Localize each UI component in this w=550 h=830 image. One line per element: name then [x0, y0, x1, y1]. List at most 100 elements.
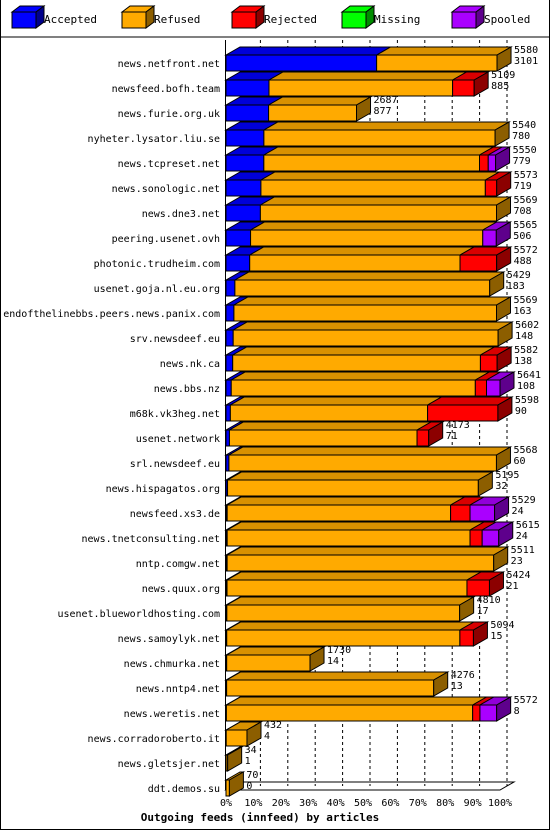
value-label-offered: 4810 [477, 595, 501, 606]
value-label-accepted: 108 [517, 381, 535, 392]
bar-end-side [494, 121, 510, 147]
value-label-accepted: 71 [446, 431, 458, 442]
value-label-offered: 5615 [516, 520, 540, 531]
bar-segment-top-refused [225, 546, 510, 556]
bar-end-side [495, 146, 511, 172]
row-label: news.nk.ca [160, 359, 220, 370]
row-label: usenet.goja.nl.eu.org [94, 284, 220, 295]
bar-segment-top-refused [233, 271, 506, 281]
bar-segment-top-refused [266, 96, 373, 106]
bar-end-side [496, 171, 512, 197]
legend-item-spooled: Spooled [450, 5, 530, 29]
bar-segment-refused [226, 579, 468, 597]
value-label-accepted: 183 [507, 281, 525, 292]
value-label-offered: 5195 [495, 470, 519, 481]
bar-segment-top-refused [224, 621, 476, 631]
x-tick-label: 80% [436, 798, 454, 809]
bar-segment-accepted [225, 354, 234, 372]
bar-segment-top-refused [225, 471, 495, 481]
row-label: ddt.demos.su [148, 784, 220, 795]
bar-segment-refused [228, 454, 497, 472]
row-label: news.samoylyk.net [118, 634, 220, 645]
bar-segment-top-refused [230, 346, 497, 356]
bar-segment-top-refused [374, 46, 513, 56]
value-label-accepted: 779 [513, 156, 531, 167]
legend-label: Spooled [484, 13, 530, 26]
bar-segment-accepted [225, 229, 252, 247]
bar-segment-top-refused [224, 671, 450, 681]
bar-end-side [477, 471, 493, 497]
legend-item-rejected: Rejected [230, 5, 317, 29]
bar-segment-spooled [487, 154, 497, 172]
legend-swatch [341, 11, 367, 29]
bar-end-side [497, 396, 513, 422]
value-label-accepted: 148 [515, 331, 533, 342]
row-label: news.chmurka.net [124, 659, 220, 670]
bar-segment-accepted [225, 254, 251, 272]
row-label: news.sonologic.net [112, 184, 220, 195]
value-label-accepted: 13 [451, 681, 463, 692]
legend-label: Refused [154, 13, 200, 26]
bar-segment-spooled [479, 704, 498, 722]
bar-segment-refused [234, 279, 491, 297]
bar-segment-accepted [225, 104, 270, 122]
x-tick-label: 10% [244, 798, 262, 809]
bar-segment-top-refused [224, 696, 489, 706]
value-label-accepted: 3101 [514, 56, 538, 67]
value-label-offered: 5094 [490, 620, 514, 631]
value-label-offered: 5511 [511, 545, 535, 556]
row-label: news.corradoroberto.it [88, 734, 220, 745]
bar-segment-refused [226, 654, 311, 672]
bar-segment-refused [226, 504, 452, 522]
bar-segment-top-refused [267, 71, 469, 81]
bar-end-side [428, 421, 444, 447]
bar-end-side [496, 46, 512, 72]
value-label-accepted: 138 [514, 356, 532, 367]
value-label-offered: 5550 [513, 145, 537, 156]
bar-segment-accepted [225, 379, 232, 397]
bar-segment-top-refused [227, 421, 433, 431]
bar-segment-accepted [225, 429, 230, 447]
x-axis: 0% 10% 20% 30% 40% 50% 60% 70% 80% 90% 100% [220, 798, 512, 809]
bar-row-ddt-demos-su: 700 [224, 770, 258, 797]
bar-segment-top-refused [262, 121, 511, 131]
bar-segment-accepted [225, 79, 270, 97]
legend-item-refused: Refused [120, 5, 200, 29]
bar-segment-refused [268, 104, 358, 122]
value-label-offered: 5582 [514, 345, 538, 356]
bar-segment-refused [226, 604, 461, 622]
value-label-accepted: 0 [246, 781, 252, 792]
value-label-offered: 4276 [451, 670, 475, 681]
row-label: news.weretis.net [124, 709, 220, 720]
bar-segment-rejected [416, 429, 430, 447]
value-label-offered: 34 [245, 745, 257, 756]
bar-end-side [495, 221, 511, 247]
bar-end-side [433, 671, 449, 697]
row-label: srv.newsdeef.eu [130, 334, 220, 345]
bar-end-side [494, 496, 510, 522]
legend-swatch [231, 11, 257, 29]
legend: Accepted Refused Rejected Missing Spooled [10, 5, 530, 29]
bar-segment-refused [226, 554, 495, 572]
row-label: usenet.network [136, 434, 220, 445]
bar-segment-refused [230, 379, 476, 397]
value-label-accepted: 24 [516, 531, 528, 542]
bars: 5580310151098852687877554078055507795573… [224, 45, 541, 797]
bar-segment-accepted [225, 304, 235, 322]
bar-end-side [499, 371, 515, 397]
bar-segment-rejected [459, 629, 474, 647]
bar-segment-refused [268, 79, 454, 97]
bar-end-side [228, 771, 244, 797]
bar-segment-top-refused [258, 196, 513, 206]
